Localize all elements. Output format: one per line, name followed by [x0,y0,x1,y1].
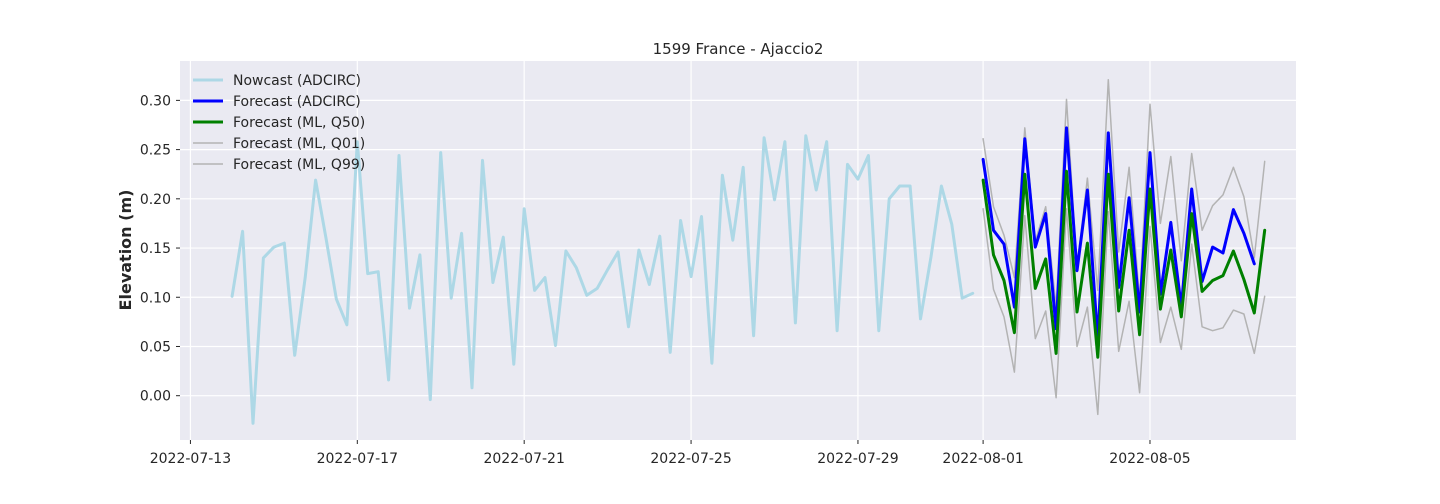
y-tick-label: 0.10 [140,290,171,306]
y-tick-label: 0.15 [140,241,171,257]
x-tick-label: 2022-08-05 [1109,451,1190,467]
x-tick-label: 2022-08-01 [942,451,1023,467]
x-tick-label: 2022-07-21 [483,451,564,467]
legend-label: Forecast (ML, Q99) [233,157,365,173]
series-line-forecast-adcirc [981,126,1256,343]
x-tick-labels: 2022-07-13 2022-07-17 2022-07-21 2022-07-25… [150,451,1191,467]
series-line-forecast-ml-q50 [981,169,1267,359]
y-tick-label: 0.25 [140,143,171,159]
series-lines [230,78,1267,425]
x-tick-label: 2022-07-13 [150,451,231,467]
x-tick-label: 2022-07-25 [650,451,731,467]
chart-title: 1599 France - Ajaccio2 [653,40,824,58]
legend-label: Forecast (ML, Q50) [233,115,365,131]
y-tick-label: 0.05 [140,339,171,355]
x-tick-label: 2022-07-29 [817,451,898,467]
series-line-forecast-ml-q01 [982,207,1266,416]
legend-label: Forecast (ADCIRC) [233,94,361,110]
x-tick-label: 2022-07-17 [317,451,398,467]
y-tick-label: 0.30 [140,93,171,109]
y-tick-label: 0.00 [140,389,171,405]
legend-label: Nowcast (ADCIRC) [233,73,361,89]
y-tick-label: 0.20 [140,192,171,208]
legend: Nowcast (ADCIRC) Forecast (ADCIRC) Forecas… [193,73,365,173]
legend-label: Forecast (ML, Q01) [233,136,365,152]
y-tick-labels: 0.00 0.05 0.10 0.15 0.20 0.25 0.30 [140,93,171,404]
series-line-nowcast-adcirc [230,134,975,425]
y-axis-label: Elevation (m) [116,190,135,311]
